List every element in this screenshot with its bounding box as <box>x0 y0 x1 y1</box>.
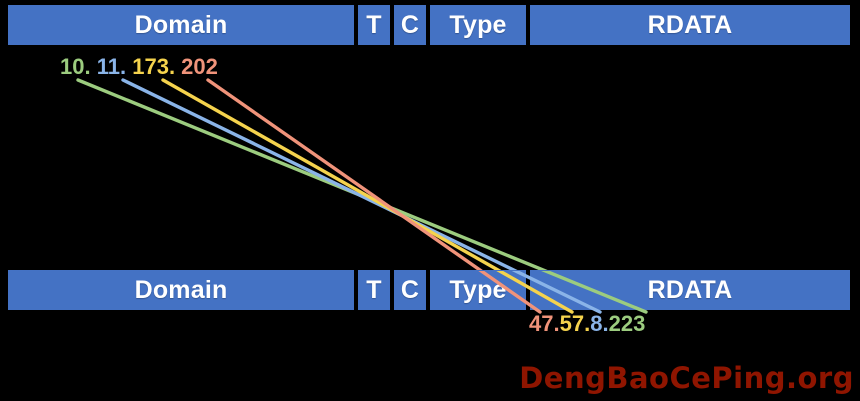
target-ip-address: 47.57.8.223 <box>529 311 645 337</box>
bottom-column-type: Type <box>430 270 526 310</box>
ip-octet-4: 223 <box>608 311 646 336</box>
ip-octet-3: 8 <box>590 311 603 336</box>
top-column-t: T <box>358 5 390 45</box>
site-watermark: DengBaoCePing.org <box>519 361 854 395</box>
source-ip-address: 10. 11. 173. 202 <box>60 54 218 80</box>
ip-separator-2: . <box>119 54 133 79</box>
bottom-record-header: Domain T C Type RDATA <box>8 270 850 310</box>
ip-octet-1: 47 <box>529 311 554 336</box>
column-divider <box>390 5 394 45</box>
bottom-column-t: T <box>358 270 390 310</box>
column-divider <box>354 5 358 45</box>
column-divider <box>426 270 430 310</box>
ip-separator-1: . <box>553 311 560 336</box>
ip-octet-3: 173 <box>132 54 169 79</box>
ip-octet-1: 10 <box>60 54 85 79</box>
ip-octet-4: 202 <box>181 54 218 79</box>
top-column-rdata: RDATA <box>530 5 850 45</box>
ip-separator-3: . <box>168 54 182 79</box>
ip-separator-3: . <box>602 311 609 336</box>
ip-separator-1: . <box>84 54 97 79</box>
ip-octet-2: 11 <box>96 54 120 79</box>
bottom-column-rdata: RDATA <box>530 270 850 310</box>
top-column-domain: Domain <box>8 5 354 45</box>
column-divider <box>526 5 530 45</box>
ip-separator-2: . <box>584 311 591 336</box>
column-divider <box>354 270 358 310</box>
bottom-column-c: C <box>394 270 426 310</box>
ip-octet-2: 57 <box>559 311 585 336</box>
top-column-type: Type <box>430 5 526 45</box>
column-divider <box>426 5 430 45</box>
top-column-c: C <box>394 5 426 45</box>
top-record-header: Domain T C Type RDATA <box>8 5 850 45</box>
bottom-column-domain: Domain <box>8 270 354 310</box>
column-divider <box>390 270 394 310</box>
